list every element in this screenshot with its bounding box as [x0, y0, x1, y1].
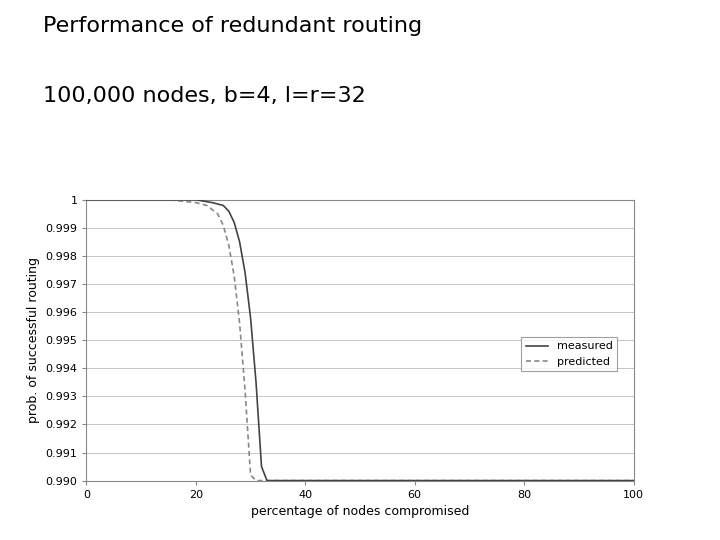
- predicted: [219, 222, 228, 228]
- predicted: [137, 197, 145, 203]
- measured: [235, 239, 244, 245]
- predicted: [629, 477, 638, 484]
- predicted: [240, 388, 249, 394]
- predicted: [263, 477, 271, 484]
- predicted: [192, 199, 200, 206]
- predicted: [252, 477, 261, 484]
- predicted: [274, 477, 282, 484]
- X-axis label: percentage of nodes compromised: percentage of nodes compromised: [251, 505, 469, 518]
- predicted: [279, 477, 288, 484]
- Line: measured: measured: [86, 200, 634, 481]
- predicted: [82, 197, 91, 203]
- measured: [274, 477, 282, 484]
- Y-axis label: prob. of successful routing: prob. of successful routing: [27, 257, 40, 423]
- measured: [240, 269, 249, 276]
- measured: [208, 199, 217, 206]
- measured: [279, 477, 288, 484]
- predicted: [225, 241, 233, 248]
- predicted: [202, 202, 211, 208]
- measured: [192, 197, 200, 203]
- measured: [164, 197, 173, 203]
- predicted: [213, 211, 222, 217]
- Line: predicted: predicted: [86, 200, 634, 481]
- predicted: [235, 320, 244, 327]
- measured: [268, 477, 276, 484]
- measured: [82, 197, 91, 203]
- measured: [252, 379, 261, 386]
- Text: 100,000 nodes, b=4, l=r=32: 100,000 nodes, b=4, l=r=32: [43, 86, 366, 106]
- measured: [629, 477, 638, 484]
- predicted: [246, 472, 255, 478]
- measured: [137, 197, 145, 203]
- predicted: [268, 477, 276, 484]
- predicted: [257, 477, 266, 484]
- measured: [246, 314, 255, 321]
- measured: [257, 463, 266, 470]
- predicted: [164, 197, 173, 203]
- Text: Performance of redundant routing: Performance of redundant routing: [43, 16, 423, 36]
- predicted: [230, 272, 238, 279]
- measured: [263, 477, 271, 484]
- measured: [219, 202, 228, 208]
- measured: [225, 208, 233, 214]
- measured: [109, 197, 118, 203]
- Legend: measured, predicted: measured, predicted: [521, 337, 617, 372]
- measured: [230, 219, 238, 226]
- predicted: [109, 197, 118, 203]
